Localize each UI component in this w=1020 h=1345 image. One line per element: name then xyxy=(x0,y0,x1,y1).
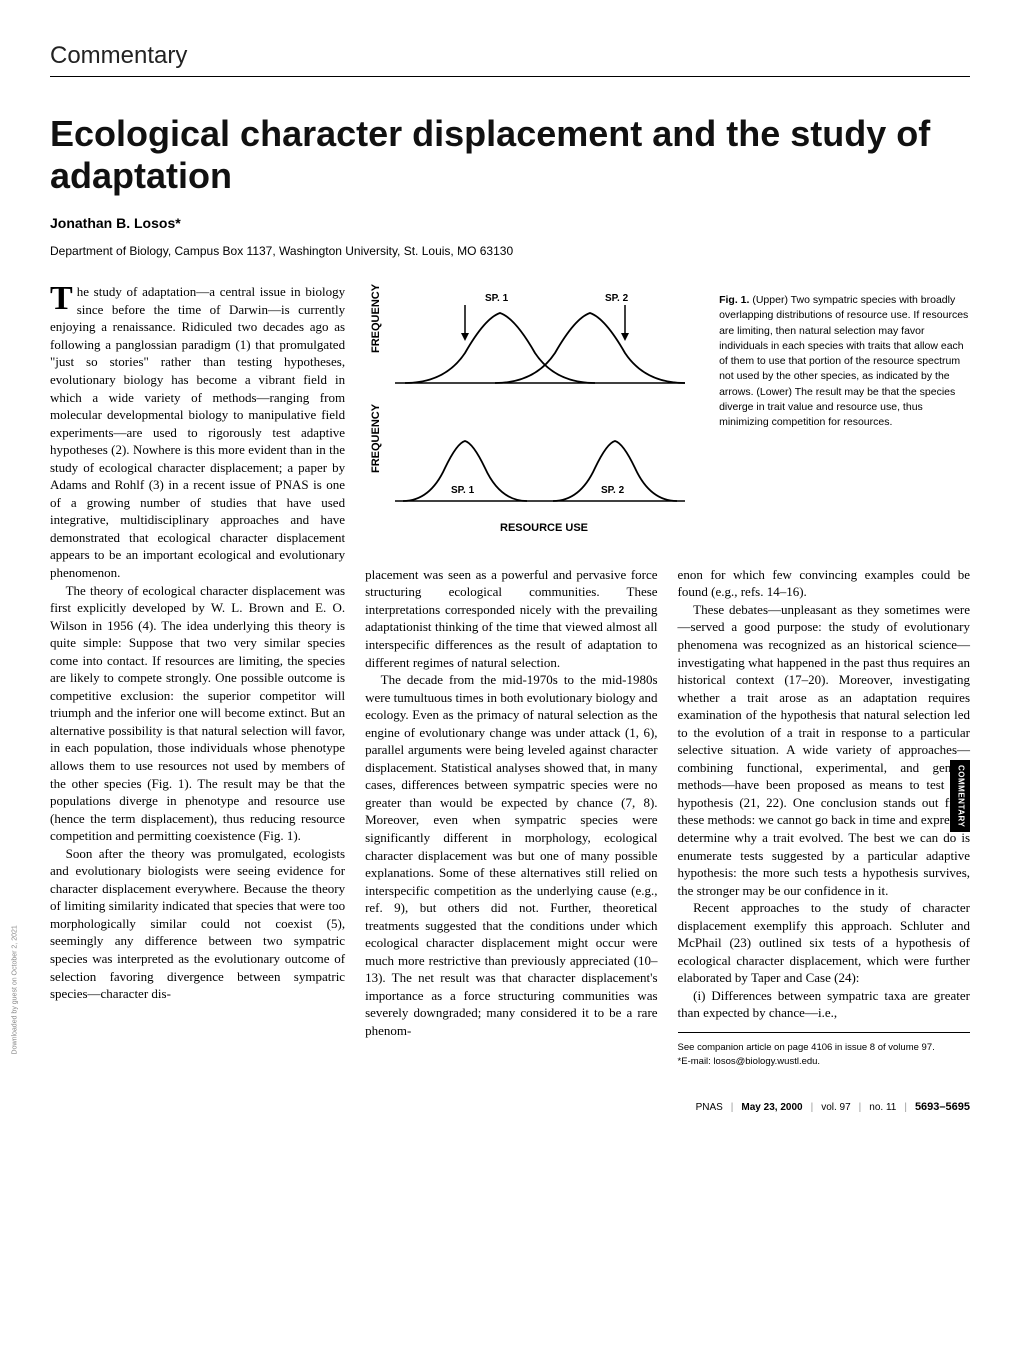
col23-wrap: placement was seen as a powerful and per… xyxy=(365,566,970,1070)
page-footer: PNAS | May 23, 2000 | vol. 97 | no. 11 |… xyxy=(50,1100,970,1115)
col3-p2: These debates—unpleasant as they sometim… xyxy=(678,601,970,899)
author: Jonathan B. Losos* xyxy=(50,214,970,233)
fig-arrow1-head xyxy=(461,333,469,341)
footnote-rule xyxy=(678,1032,970,1033)
footnote-2: *E-mail: losos@biology.wustl.edu. xyxy=(678,1055,970,1069)
footer-sep: | xyxy=(731,1101,734,1115)
article-title: Ecological character displacement and th… xyxy=(50,113,970,196)
footer-sep: | xyxy=(811,1101,814,1115)
body-columns: The study of adaptation—a central issue … xyxy=(50,283,970,1069)
fig-label: Fig. 1. xyxy=(719,294,749,306)
col1-p3: Soon after the theory was promulgated, e… xyxy=(50,845,345,1003)
watermark: Downloaded by guest on October 2, 2021 xyxy=(11,925,20,1054)
footer-vol: vol. 97 xyxy=(821,1101,850,1115)
col3-p3: Recent approaches to the study of charac… xyxy=(678,899,970,987)
col1-p1: The study of adaptation—a central issue … xyxy=(50,283,345,581)
fig-ylabel-upper: FREQUENCY xyxy=(370,284,382,354)
footer-sep: | xyxy=(859,1101,862,1115)
figure-svg: FREQUENCY SP. 1 SP. 2 FREQUENCY xyxy=(365,283,705,548)
header-rule xyxy=(50,76,970,77)
page: Commentary Ecological character displace… xyxy=(50,40,970,1114)
fig-sp1-lower: SP. 1 xyxy=(451,485,475,496)
footer-no: no. 11 xyxy=(869,1101,896,1115)
col3-p1: enon for which few convincing examples c… xyxy=(678,566,970,601)
sidebar-tab: COMMENTARY xyxy=(950,760,970,832)
fig-sp2-lower: SP. 2 xyxy=(601,485,625,496)
affiliation: Department of Biology, Campus Box 1137, … xyxy=(50,243,970,259)
fig-curve-upper-sp2 xyxy=(495,313,685,383)
footer-date: May 23, 2000 xyxy=(741,1101,802,1115)
fig-sp1-upper: SP. 1 xyxy=(485,293,509,304)
fig-xlabel: RESOURCE USE xyxy=(500,522,588,534)
footnote-1: See companion article on page 4106 in is… xyxy=(678,1041,970,1055)
fig-ylabel-lower: FREQUENCY xyxy=(370,404,382,474)
dropcap: T xyxy=(50,283,77,313)
section-label: Commentary xyxy=(50,40,970,72)
figure-1: FREQUENCY SP. 1 SP. 2 FREQUENCY xyxy=(365,283,970,548)
fig-curve-upper-sp1 xyxy=(405,313,595,383)
fig-arrow2-head xyxy=(621,333,629,341)
column-2: placement was seen as a powerful and per… xyxy=(365,566,657,1070)
footnotes: See companion article on page 4106 in is… xyxy=(678,1041,970,1070)
col1-p2: The theory of ecological character displ… xyxy=(50,582,345,845)
footer-journal: PNAS xyxy=(696,1101,723,1115)
figure-caption: Fig. 1. (Upper) Two sympatric species wi… xyxy=(719,283,970,548)
footer-sep: | xyxy=(904,1101,907,1115)
fig-caption-text: (Upper) Two sympatric species with broad… xyxy=(719,294,968,428)
column-3: enon for which few convincing examples c… xyxy=(678,566,970,1070)
right-block: FREQUENCY SP. 1 SP. 2 FREQUENCY xyxy=(365,283,970,1069)
fig-sp2-upper: SP. 2 xyxy=(605,293,629,304)
column-1: The study of adaptation—a central issue … xyxy=(50,283,345,1069)
col1-p1-text: he study of adaptation—a central issue i… xyxy=(50,284,345,580)
col2-p2: The decade from the mid-1970s to the mid… xyxy=(365,671,657,1039)
col2-p1: placement was seen as a powerful and per… xyxy=(365,566,657,671)
col3-p4: (i) Differences between sympatric taxa a… xyxy=(678,987,970,1022)
footer-pages: 5693–5695 xyxy=(915,1100,970,1115)
